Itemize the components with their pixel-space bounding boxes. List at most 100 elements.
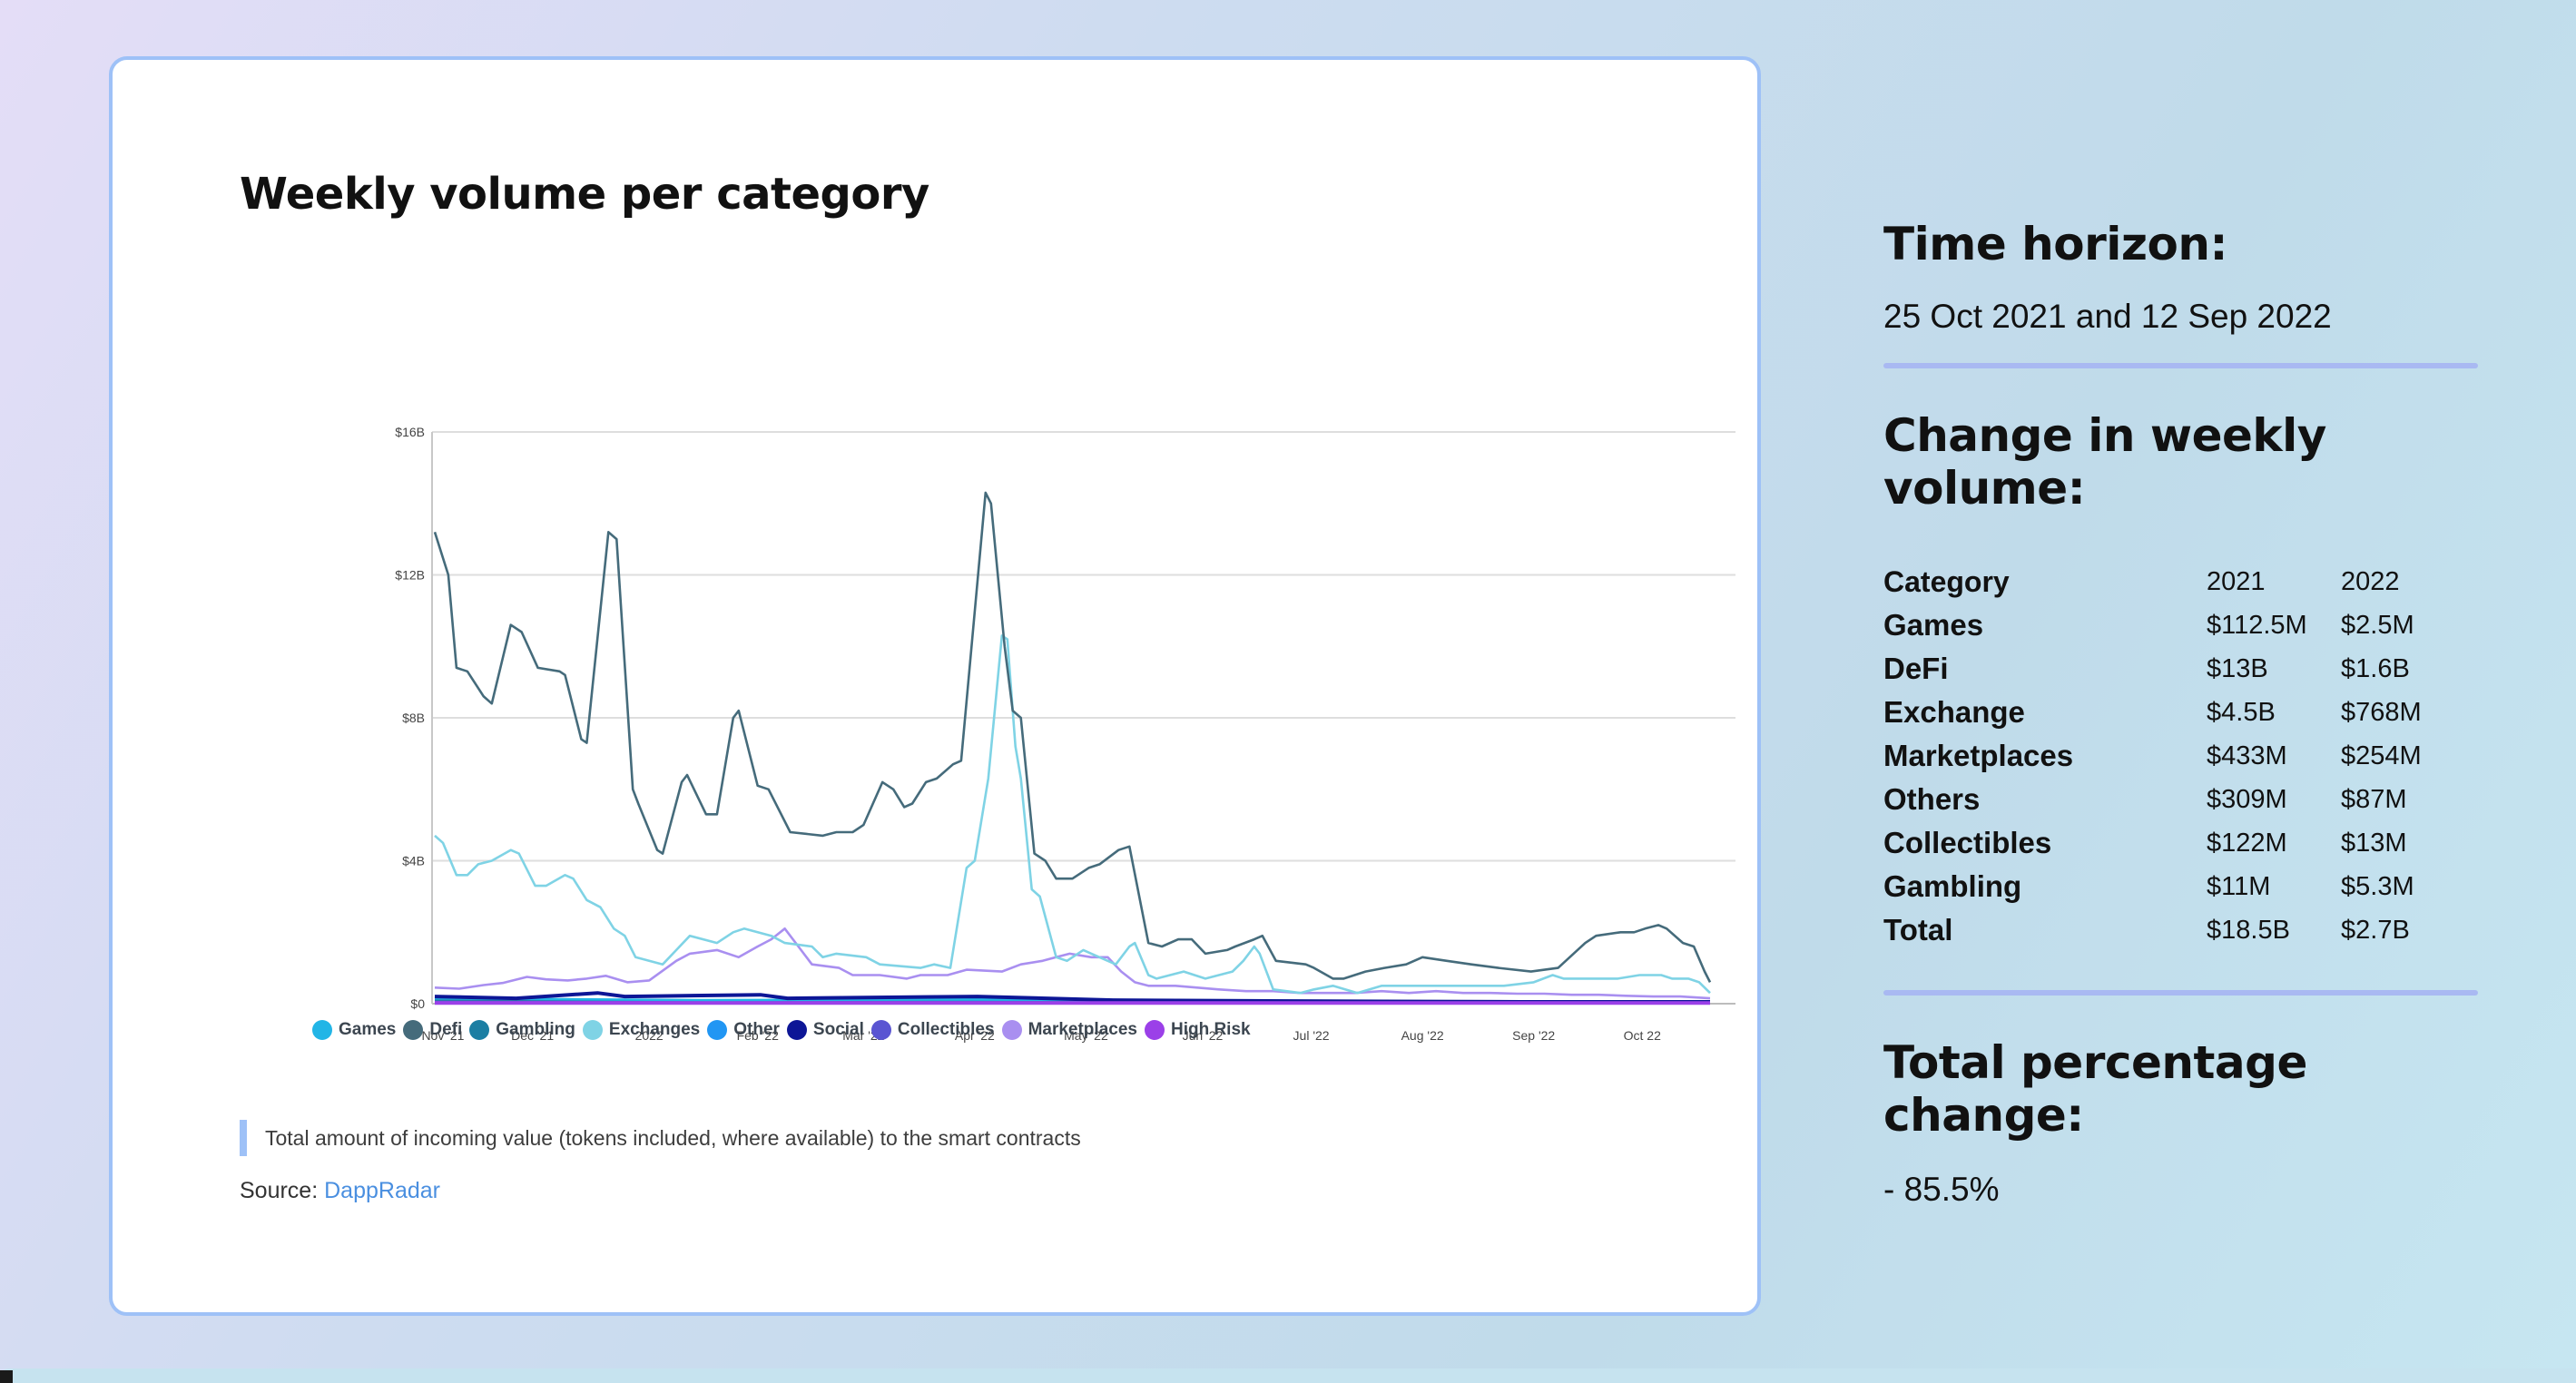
table-body: Games $112.5M $2.5M DeFi $13B $1.6B Exchange $4… — [1883, 603, 2475, 952]
legend-item[interactable]: Collectibles — [870, 1020, 995, 1040]
cell-2022: $768M — [2341, 697, 2422, 727]
legend-swatch — [403, 1020, 424, 1040]
cell-2022: $87M — [2341, 784, 2407, 814]
cell-2022: $5.3M — [2341, 871, 2414, 901]
legend-item[interactable]: Defi — [403, 1020, 462, 1040]
cell-2022: $254M — [2341, 741, 2422, 770]
line-chart: $0 $4B $8B $12B $16B Nov '21 Dec '21 2022 Feb '2… — [395, 425, 1735, 1043]
table-row: Marketplaces $433M $254M — [1883, 734, 2475, 778]
x-tick-label: Feb '22 — [737, 1028, 779, 1043]
volume-table: Category 2021 2022 Games $112.5M $2.5M DeFi… — [1883, 560, 2475, 952]
legend-item[interactable]: Social — [786, 1020, 864, 1040]
x-tick-label: Oct 22 — [1624, 1028, 1661, 1043]
series-line — [434, 927, 1711, 1000]
legend-label: High Risk — [1170, 1020, 1251, 1039]
legend-swatch — [707, 1020, 728, 1040]
legend-swatch — [312, 1020, 332, 1040]
legend-label: Gambling — [496, 1020, 575, 1039]
cell-2021: $122M — [2207, 828, 2287, 858]
time-horizon-value: 25 Oct 2021 and 12 Sep 2022 — [1883, 298, 2332, 335]
cell-category: Gambling — [1883, 869, 2022, 903]
table-row: Games $112.5M $2.5M — [1883, 603, 2475, 647]
series-line — [433, 491, 1712, 983]
cell-2022: $13M — [2341, 828, 2407, 858]
window-corner — [0, 1370, 13, 1383]
x-tick-label: Dec '21 — [511, 1028, 554, 1043]
legend-swatch — [870, 1020, 891, 1040]
legend-label: Games — [339, 1020, 397, 1039]
cell-category: Exchange — [1883, 695, 2025, 729]
legend-item[interactable]: High Risk — [1144, 1020, 1251, 1040]
chart-caption: Total amount of incoming value (tokens i… — [240, 1120, 1081, 1156]
y-tick-label: $8B — [402, 711, 425, 725]
chart-card: Weekly volume per category $0 $4B $8B $12B $… — [109, 56, 1761, 1316]
table-row: Exchange $4.5B $768M — [1883, 691, 2475, 734]
source-link[interactable]: DappRadar — [324, 1178, 440, 1203]
cell-category: Total — [1883, 913, 1953, 947]
col-2021: 2021 — [2207, 566, 2266, 596]
y-tick-label: $4B — [402, 854, 425, 868]
legend-label: Social — [812, 1020, 864, 1039]
cell-2021: $11M — [2207, 871, 2271, 901]
x-tick-label: Jun '22 — [1183, 1028, 1224, 1043]
total-change-value: - 85.5% — [1883, 1171, 2000, 1208]
cell-category: Games — [1883, 608, 1984, 642]
table-row: Others $309M $87M — [1883, 778, 2475, 821]
cell-2021: $309M — [2207, 784, 2287, 814]
cell-2022: $2.7B — [2341, 915, 2410, 945]
legend-swatch — [582, 1020, 603, 1040]
table-row: DeFi $13B $1.6B — [1883, 647, 2475, 691]
legend-label: Marketplaces — [1027, 1020, 1137, 1039]
x-tick-label: May '22 — [1064, 1028, 1108, 1043]
card-title: Weekly volume per category — [240, 169, 929, 220]
legend-item[interactable]: Games — [312, 1020, 396, 1040]
table-row: Gambling $11M $5.3M — [1883, 865, 2475, 908]
y-tick-label: $12B — [395, 568, 425, 583]
total-change-heading: Total percentage change: — [1883, 1036, 2307, 1142]
x-tick-label: Apr '22 — [955, 1028, 995, 1043]
legend-swatch — [1144, 1020, 1165, 1040]
x-tick-label: Jul '22 — [1293, 1028, 1330, 1043]
legend-swatch — [469, 1020, 490, 1040]
x-tick-label: Aug '22 — [1401, 1028, 1444, 1043]
chart-legend: Games Defi Gambling Exchanges Other Social Col… — [312, 1020, 1258, 1040]
cell-category: Collectibles — [1883, 826, 2052, 859]
time-horizon-heading: Time horizon: — [1883, 218, 2227, 270]
cell-category: Others — [1883, 782, 1981, 816]
legend-label: Exchanges — [608, 1020, 701, 1039]
legend-label: Defi — [429, 1020, 463, 1039]
source-label: Source: — [240, 1178, 319, 1203]
x-tick-label: 2022 — [635, 1028, 664, 1043]
legend-item[interactable]: Marketplaces — [1001, 1020, 1137, 1040]
y-tick-label: $16B — [395, 425, 425, 439]
col-category: Category — [1883, 564, 2010, 598]
series-line — [434, 634, 1711, 995]
cell-category: DeFi — [1883, 652, 1949, 685]
cell-2021: $18.5B — [2207, 915, 2290, 945]
cell-category: Marketplaces — [1883, 739, 2074, 772]
legend-item[interactable]: Other — [707, 1020, 780, 1040]
x-tick-label: Nov '21 — [421, 1028, 464, 1043]
cell-2022: $1.6B — [2341, 653, 2410, 683]
source-line: Source: DappRadar — [240, 1178, 440, 1204]
x-tick-label: Sep '22 — [1512, 1028, 1555, 1043]
divider — [1883, 363, 2478, 368]
cell-2021: $112.5M — [2207, 610, 2307, 640]
col-2022: 2022 — [2341, 566, 2400, 596]
divider — [1883, 990, 2478, 996]
cell-2021: $4.5B — [2207, 697, 2276, 727]
change-heading: Change in weekly volume: — [1883, 409, 2326, 515]
legend-item[interactable]: Exchanges — [582, 1020, 701, 1040]
legend-label: Collectibles — [897, 1020, 995, 1039]
table-row: Collectibles $122M $13M — [1883, 821, 2475, 865]
y-tick-label: $0 — [410, 996, 425, 1011]
legend-item[interactable]: Gambling — [469, 1020, 575, 1040]
cell-2021: $13B — [2207, 653, 2268, 683]
legend-label: Other — [733, 1020, 780, 1039]
cell-2022: $2.5M — [2341, 610, 2414, 640]
legend-swatch — [786, 1020, 807, 1040]
summary-panel: Time horizon: 25 Oct 2021 and 12 Sep 202… — [1883, 218, 2478, 1209]
window-bottom-strip — [0, 1368, 2576, 1383]
table-row: Total $18.5B $2.7B — [1883, 908, 2475, 952]
table-header-row: Category 2021 2022 — [1883, 560, 2475, 603]
